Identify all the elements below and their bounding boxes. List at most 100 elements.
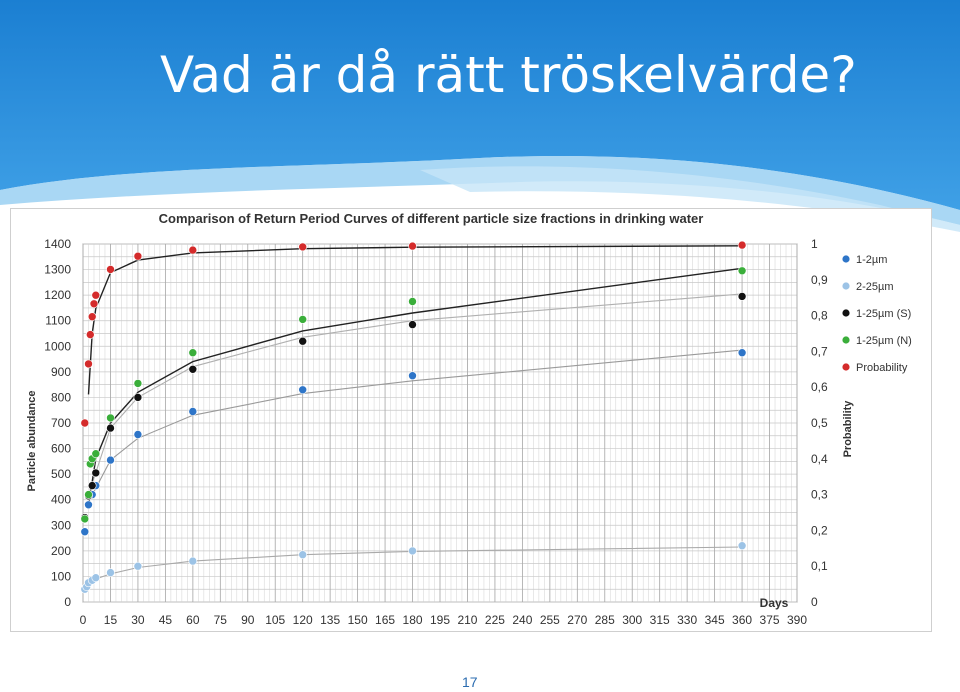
y2-tick-label: 0,3 <box>811 488 828 502</box>
data-point-1-25-m-s- <box>408 320 417 329</box>
x-tick-label: 225 <box>485 613 505 627</box>
x-tick-label: 210 <box>457 613 477 627</box>
y2-tick-label: 1 <box>811 237 818 251</box>
data-point-2-25-m <box>133 561 143 571</box>
x-tick-label: 345 <box>705 613 725 627</box>
x-tick-label: 315 <box>650 613 670 627</box>
data-point-1-2-m <box>106 455 115 465</box>
legend: 1-2µm 2-25µm 1-25µm (S) 1-25µm (N) Probabili… <box>842 254 912 374</box>
x-tick-label: 75 <box>214 613 228 627</box>
chart-title: Comparison of Return Period Curves of di… <box>159 211 704 226</box>
legend-marker <box>842 255 850 263</box>
x-tick-label: 15 <box>104 613 118 627</box>
data-point-1-25-m-n- <box>188 348 198 357</box>
y-tick-label: 800 <box>51 390 71 404</box>
y-tick-label: 0 <box>64 595 71 609</box>
slide-header: Vad är då rätt tröskelvärde? <box>0 0 960 235</box>
data-point-probability <box>89 299 99 309</box>
data-point-1-25-m-n- <box>737 266 747 276</box>
data-point-1-25-m-s- <box>133 393 143 402</box>
slide-title: Vad är då rätt tröskelvärde? <box>160 46 857 104</box>
data-point-probability <box>80 418 90 428</box>
x-tick-label: 180 <box>403 613 423 627</box>
chart: Comparison of Return Period Curves of di… <box>26 211 912 627</box>
legend-marker <box>842 336 850 344</box>
data-point-1-25-m-n- <box>298 315 308 324</box>
x-tick-label: 90 <box>241 613 255 627</box>
data-point-1-2-m <box>298 385 308 395</box>
x-tick-label: 195 <box>430 613 450 627</box>
x-tick-label: 45 <box>159 613 173 627</box>
y-tick-label: 1000 <box>44 339 71 353</box>
legend-label: 1-2µm <box>856 254 887 266</box>
x-tick-label: 390 <box>787 613 807 627</box>
data-point-probability <box>106 265 115 274</box>
data-point-1-25-m-s- <box>87 481 97 490</box>
x-tick-label: 375 <box>760 613 780 627</box>
data-point-1-25-m-n- <box>91 449 101 458</box>
y-tick-label: 1100 <box>45 314 71 328</box>
data-point-probability <box>188 245 198 255</box>
y2-tick-label: 0,7 <box>811 344 828 358</box>
y-axis-label: Particle abundance <box>26 391 38 492</box>
data-point-1-25-m-n- <box>133 379 143 388</box>
x-tick-label: 300 <box>622 613 642 627</box>
x-tick-label: 135 <box>320 613 340 627</box>
data-point-1-2-m <box>80 527 90 537</box>
x-tick-label: 60 <box>186 613 200 627</box>
data-point-1-25-m-s- <box>106 423 115 433</box>
data-point-1-2-m <box>188 407 198 416</box>
data-point-2-25-m <box>91 573 101 583</box>
legend-marker <box>842 363 850 371</box>
data-point-2-25-m <box>188 556 198 566</box>
data-point-probability <box>86 330 95 339</box>
legend-label: Probability <box>856 362 908 374</box>
x-tick-label: 240 <box>512 613 532 627</box>
x-tick-label: 0 <box>80 613 87 627</box>
data-point-1-25-m-n- <box>80 514 90 524</box>
y2-tick-label: 0,2 <box>811 523 828 537</box>
x-tick-label: 285 <box>595 613 615 627</box>
y2-tick-label: 0,1 <box>811 559 828 573</box>
grid <box>82 243 798 603</box>
data-point-probability <box>298 242 308 252</box>
page-number: 17 <box>462 674 478 690</box>
data-point-probability <box>408 241 417 251</box>
y2-tick-label: 0,5 <box>811 416 828 430</box>
x-axis-label: Days <box>760 596 789 610</box>
header-wave-background <box>0 0 960 235</box>
data-point-probability <box>84 359 93 369</box>
y-tick-label: 400 <box>51 493 71 507</box>
y2-tick-label: 0,4 <box>811 452 828 466</box>
x-tick-label: 360 <box>732 613 752 627</box>
x-tick-label: 255 <box>540 613 560 627</box>
y2-axis-label: Probability <box>842 400 854 458</box>
chart-frame: Comparison of Return Period Curves of di… <box>10 208 932 632</box>
data-point-1-2-m <box>84 500 93 510</box>
data-point-1-25-m-s- <box>298 336 308 346</box>
legend-marker <box>842 309 850 317</box>
data-point-probability <box>737 240 747 250</box>
data-points <box>80 240 747 594</box>
y-tick-label: 1300 <box>44 263 71 277</box>
data-point-probability <box>87 312 97 321</box>
data-point-probability <box>133 251 143 261</box>
legend-marker <box>842 282 850 290</box>
data-point-2-25-m <box>737 541 747 551</box>
data-point-2-25-m <box>408 546 417 556</box>
y-tick-label: 200 <box>51 544 71 558</box>
y-tick-label: 1200 <box>44 288 71 302</box>
x-tick-label: 120 <box>293 613 313 627</box>
data-point-probability <box>91 290 101 300</box>
x-tick-label: 30 <box>131 613 145 627</box>
y-tick-label: 300 <box>51 518 71 532</box>
legend-label: 1-25µm (S) <box>856 308 911 320</box>
x-tick-label: 270 <box>567 613 587 627</box>
x-tick-label: 330 <box>677 613 697 627</box>
x-tick-label: 150 <box>348 613 368 627</box>
y2-tick-label: 0,8 <box>811 309 828 323</box>
y-tick-label: 1400 <box>44 237 71 251</box>
data-point-2-25-m <box>298 550 308 560</box>
legend-label: 2-25µm <box>856 281 894 293</box>
y2-tick-label: 0,9 <box>811 273 828 287</box>
